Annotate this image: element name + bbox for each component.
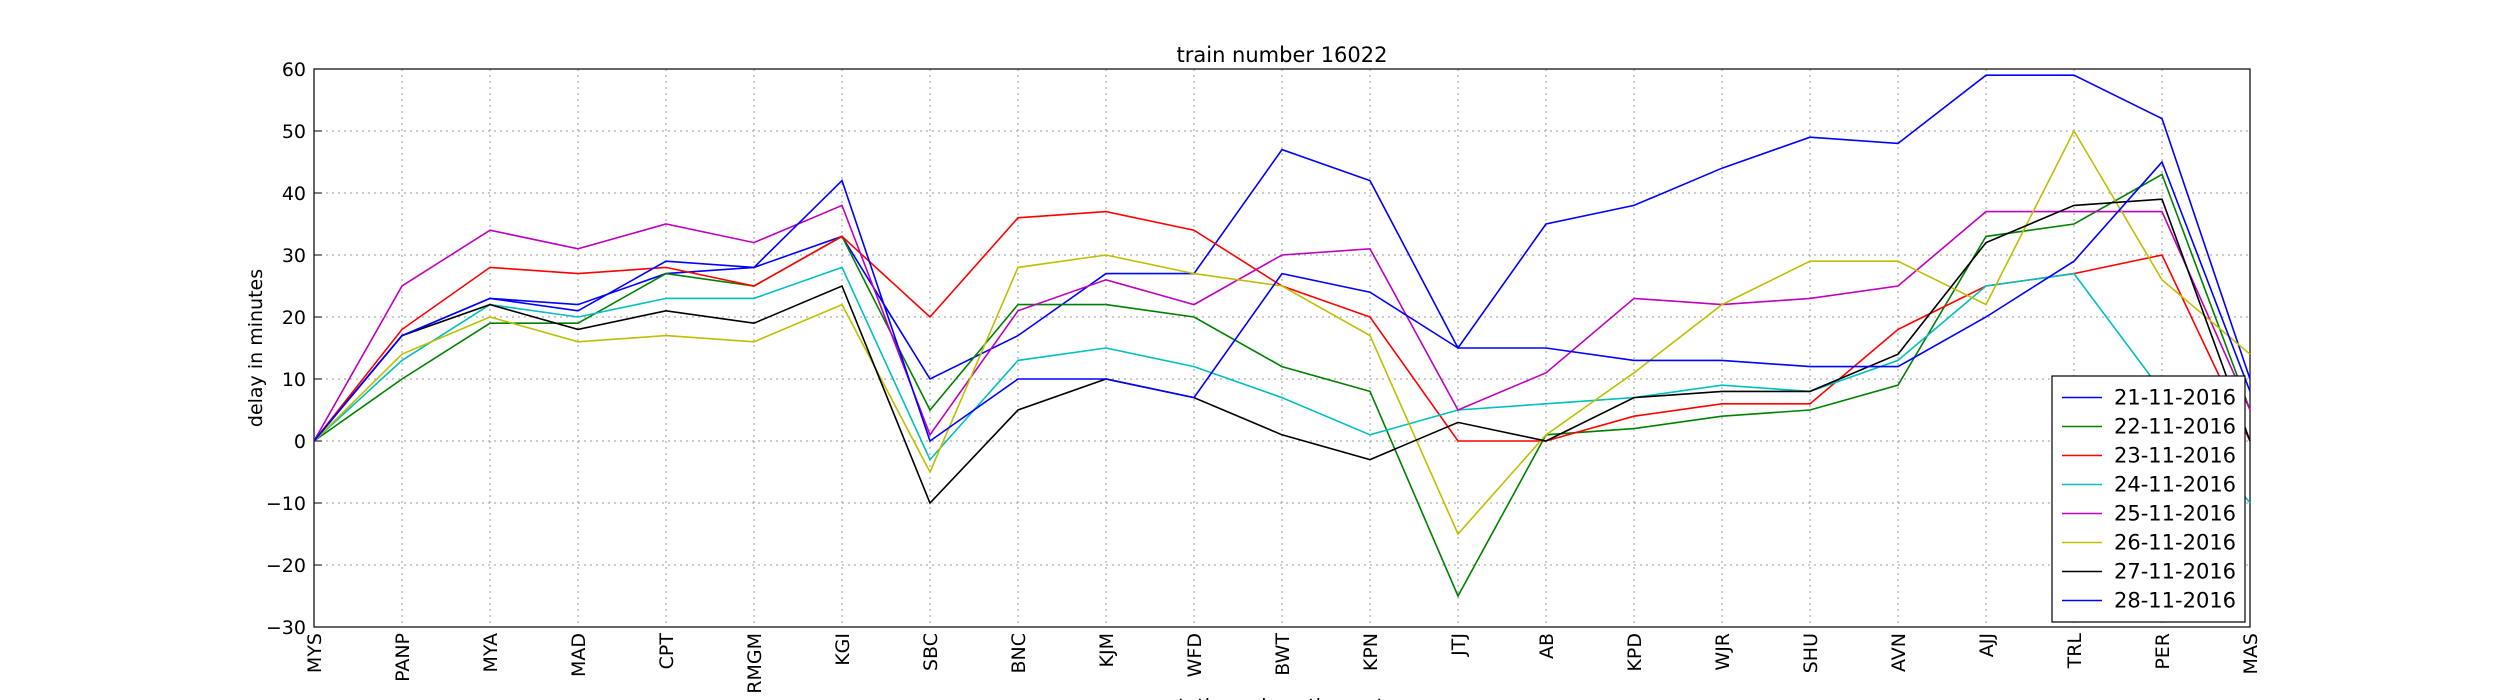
x-tick-label: AJJ xyxy=(1976,633,1998,657)
y-tick-label: −30 xyxy=(266,617,306,639)
x-tick-label: PER xyxy=(2152,633,2174,670)
series-line xyxy=(313,129,2251,536)
y-axis-label: delay in minutes xyxy=(245,269,267,427)
x-tick-label: MAS xyxy=(2240,633,2262,674)
x-tick-label: BNC xyxy=(1008,633,1030,674)
series-line xyxy=(313,160,2251,443)
y-tick-label: 60 xyxy=(282,59,306,81)
x-tick-label: RMGM xyxy=(744,633,766,694)
x-tick-label: KJM xyxy=(1096,633,1118,667)
legend-label: 23-11-2016 xyxy=(2114,444,2236,468)
y-tick-label: 40 xyxy=(282,183,306,205)
y-tick-label: 30 xyxy=(282,245,306,267)
chart-title: train number 16022 xyxy=(1177,43,1388,67)
x-tick-label: KPD xyxy=(1624,633,1646,672)
x-tick-label: MAD xyxy=(568,633,590,677)
x-tick-label: TRL xyxy=(2064,633,2086,670)
y-tick-label: 50 xyxy=(282,121,306,143)
y-tick-label: 20 xyxy=(282,307,306,329)
x-tick-label: SBC xyxy=(920,633,942,671)
series-line xyxy=(313,266,2251,504)
legend-label: 22-11-2016 xyxy=(2114,415,2236,439)
x-tick-label: AB xyxy=(1536,633,1558,659)
legend-label: 28-11-2016 xyxy=(2114,589,2236,613)
plot-frame xyxy=(313,68,2251,628)
x-tick-label: KPN xyxy=(1360,633,1382,671)
x-tick-label: MYS xyxy=(304,633,326,673)
series-line xyxy=(313,198,2251,505)
x-tick-label: KGI xyxy=(832,633,854,666)
legend-label: 21-11-2016 xyxy=(2114,386,2236,410)
y-tick-label: −10 xyxy=(266,493,306,515)
y-tick-label: −20 xyxy=(266,555,306,577)
x-axis-label: stations along the route xyxy=(1168,695,1395,700)
series-line xyxy=(313,74,2251,442)
x-tick-label: AVN xyxy=(1888,633,1910,672)
legend-label: 26-11-2016 xyxy=(2114,531,2236,555)
y-tick-label: 0 xyxy=(294,431,306,453)
legend-label: 25-11-2016 xyxy=(2114,502,2236,526)
legend-label: 24-11-2016 xyxy=(2114,473,2236,497)
x-tick-label: WJR xyxy=(1712,633,1734,671)
legend-label: 27-11-2016 xyxy=(2114,560,2236,584)
series-line xyxy=(313,204,2251,442)
x-tick-label: SHU xyxy=(1800,633,1822,673)
legend-box xyxy=(2051,375,2246,623)
x-tick-label: BWT xyxy=(1272,633,1294,676)
x-tick-label: JTJ xyxy=(1448,633,1470,657)
x-tick-label: MYA xyxy=(480,633,502,673)
x-tick-label: WFD xyxy=(1184,633,1206,677)
x-tick-label: CPT xyxy=(656,633,678,670)
x-tick-label: PANP xyxy=(392,633,414,682)
y-tick-label: 10 xyxy=(282,369,306,391)
